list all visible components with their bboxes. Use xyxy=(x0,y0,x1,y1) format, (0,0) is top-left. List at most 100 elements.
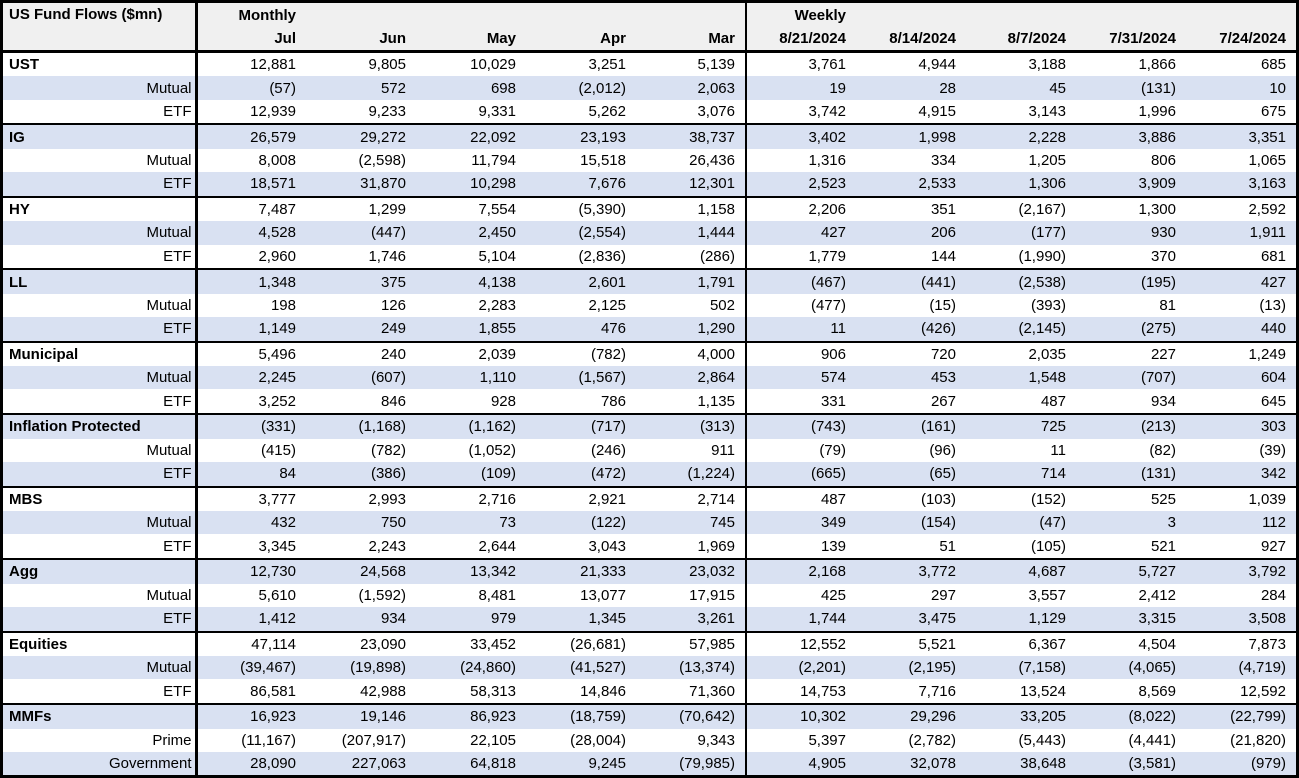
data-cell: 22,092 xyxy=(416,123,526,149)
sub-row: ETF 1,412 934 979 1,345 3,261 1,744 3,475 1,129 3… xyxy=(3,606,1296,632)
data-cell: 112 xyxy=(1186,511,1296,535)
data-cell: 7,676 xyxy=(526,172,636,197)
data-cell: 86,581 xyxy=(194,679,306,704)
data-cell: 23,193 xyxy=(526,123,636,149)
table-header: US Fund Flows ($mn) Monthly Weekly Jul J… xyxy=(3,3,1296,53)
row-label: ETF xyxy=(3,606,196,632)
data-cell: 23,032 xyxy=(636,558,746,584)
data-cell: 3,261 xyxy=(636,606,746,632)
data-cell: 227 xyxy=(1076,340,1186,367)
data-cell: 139 xyxy=(745,534,856,560)
data-cell: (41,527) xyxy=(526,656,636,680)
data-cell: (8,022) xyxy=(1076,702,1186,729)
data-cell: 3,345 xyxy=(194,534,306,560)
data-cell: 84 xyxy=(194,461,306,487)
data-cell: (47) xyxy=(966,511,1076,535)
data-cell: 14,846 xyxy=(526,679,636,704)
data-cell: (177) xyxy=(966,221,1076,245)
data-cell: 1,779 xyxy=(745,244,856,270)
row-label: Municipal xyxy=(3,340,196,367)
row-label: Government xyxy=(3,751,196,775)
data-cell: (4,065) xyxy=(1076,656,1186,680)
header-spacer xyxy=(856,3,966,27)
data-cell: (207,917) xyxy=(306,728,416,752)
sub-row: Mutual (39,467) (19,898) (24,860) (41,527) (1… xyxy=(3,656,1296,680)
data-cell: 32,078 xyxy=(856,751,966,775)
data-cell: 38,737 xyxy=(636,123,746,149)
data-cell: (18,759) xyxy=(526,702,636,729)
data-cell: (477) xyxy=(745,293,856,317)
data-cell: 29,272 xyxy=(306,123,416,149)
data-cell: 12,939 xyxy=(194,99,306,125)
data-cell: 979 xyxy=(416,606,526,632)
data-cell: 284 xyxy=(1186,583,1296,607)
data-cell: 8,481 xyxy=(416,583,526,607)
data-cell: 3,143 xyxy=(966,99,1076,125)
data-cell: 1,149 xyxy=(194,316,306,342)
data-cell: (782) xyxy=(526,340,636,367)
data-cell: 425 xyxy=(745,583,856,607)
weekly-section-label: Weekly xyxy=(745,3,856,27)
column-header-week: 7/24/2024 xyxy=(1186,27,1296,53)
data-cell: 1,345 xyxy=(526,606,636,632)
data-cell: (467) xyxy=(745,268,856,294)
data-cell: (13) xyxy=(1186,293,1296,317)
data-cell: 8,569 xyxy=(1076,679,1186,704)
data-cell: 375 xyxy=(306,268,416,294)
data-cell: 574 xyxy=(745,366,856,390)
data-cell: 2,283 xyxy=(416,293,526,317)
data-cell: 19,146 xyxy=(306,702,416,729)
group-row: MMFs 16,923 19,146 86,923 (18,759) (70,642) 10… xyxy=(3,702,1296,729)
data-cell: 934 xyxy=(306,606,416,632)
row-label: ETF xyxy=(3,244,196,270)
data-cell: 750 xyxy=(306,511,416,535)
data-cell: (707) xyxy=(1076,366,1186,390)
data-cell: (70,642) xyxy=(636,702,746,729)
data-cell: 12,552 xyxy=(745,630,856,657)
data-cell: 487 xyxy=(745,485,856,512)
data-cell: (122) xyxy=(526,511,636,535)
data-cell: (665) xyxy=(745,461,856,487)
data-cell: (1,592) xyxy=(306,583,416,607)
data-cell: 267 xyxy=(856,389,966,415)
row-label: ETF xyxy=(3,99,196,125)
sub-row: ETF 84 (386) (109) (472) (1,224) (665) (65) 714(… xyxy=(3,461,1296,487)
data-cell: 303 xyxy=(1186,413,1296,439)
data-cell: 927 xyxy=(1186,534,1296,560)
data-cell: 9,233 xyxy=(306,99,416,125)
data-cell: (2,145) xyxy=(966,316,1076,342)
row-label: ETF xyxy=(3,389,196,415)
data-cell: (2,554) xyxy=(526,221,636,245)
data-cell: 5,397 xyxy=(745,728,856,752)
data-cell: (103) xyxy=(856,485,966,512)
data-cell: (1,990) xyxy=(966,244,1076,270)
data-cell: (28,004) xyxy=(526,728,636,752)
data-cell: 10 xyxy=(1186,76,1296,100)
column-header-week: 8/7/2024 xyxy=(966,27,1076,53)
sub-row: Mutual 2,245 (607) 1,110 (1,567) 2,864 574 453 1… xyxy=(3,366,1296,390)
data-cell: (152) xyxy=(966,485,1076,512)
data-cell: 7,487 xyxy=(194,195,306,222)
data-cell: 24,568 xyxy=(306,558,416,584)
data-cell: (743) xyxy=(745,413,856,439)
group-row: UST 12,881 9,805 10,029 3,251 5,139 3,761 4,944… xyxy=(3,49,1296,77)
data-cell: 342 xyxy=(1186,461,1296,487)
data-cell: (5,443) xyxy=(966,728,1076,752)
data-cell: 698 xyxy=(416,76,526,100)
data-cell: 725 xyxy=(966,413,1076,439)
data-cell: 786 xyxy=(526,389,636,415)
data-cell: 19 xyxy=(745,76,856,100)
data-cell: 26,579 xyxy=(194,123,306,149)
data-cell: (4,719) xyxy=(1186,656,1296,680)
data-cell: (607) xyxy=(306,366,416,390)
header-spacer xyxy=(306,3,416,27)
row-label: Mutual xyxy=(3,293,196,317)
data-cell: 31,870 xyxy=(306,172,416,197)
data-cell: 10,298 xyxy=(416,172,526,197)
data-cell: 2,960 xyxy=(194,244,306,270)
data-cell: (2,598) xyxy=(306,148,416,173)
data-cell: 13,077 xyxy=(526,583,636,607)
table-body: UST 12,881 9,805 10,029 3,251 5,139 3,761 4,944… xyxy=(3,49,1296,775)
data-cell: 5,139 xyxy=(636,49,746,77)
